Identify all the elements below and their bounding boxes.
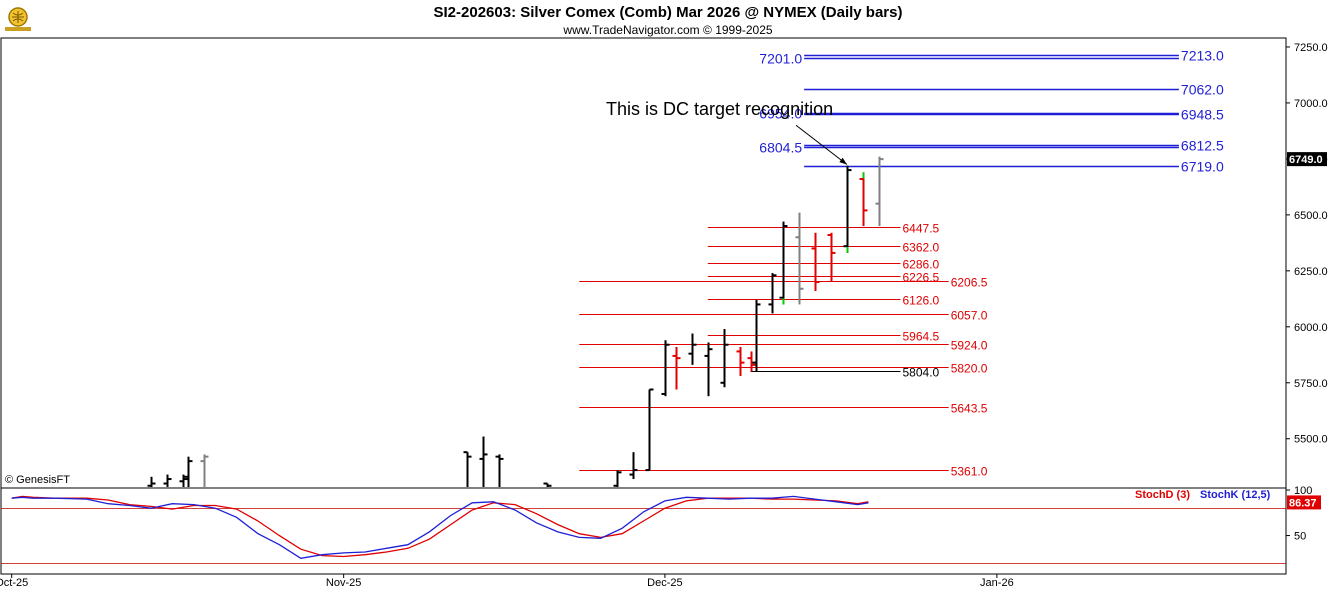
level-label: 7213.0 [1181,48,1224,64]
annotation: This is DC target recognition [606,99,848,165]
stochk-line [11,495,869,559]
ohlc-bar [811,232,820,291]
last-price-box [1287,152,1327,167]
annotation-text: This is DC target recognition [606,99,833,119]
stoch-pane [0,487,1287,575]
ohlc-bar [672,346,681,390]
stoch-last-box [1287,495,1321,510]
level-label: 6447.5 [903,222,940,236]
ohlc-bar [543,482,552,487]
stoch-axis: 100 50 86.37 [1286,485,1321,543]
level-label: 6812.5 [1181,138,1224,154]
level-label: 5820.0 [951,362,988,376]
level-label: 6126.0 [903,294,940,308]
level-label: 5924.0 [951,339,988,353]
level-label: 7201.0 [759,51,802,67]
ohlc-bar [613,470,622,487]
level-label: 5643.5 [951,402,988,416]
chart-title: SI2-202603: Silver Comex (Comb) Mar 2026… [434,4,903,21]
y-tick-label: 5500.0 [1294,434,1328,446]
level-label: 6804.5 [759,140,802,156]
logo-icon [5,7,31,31]
genesis-watermark: © GenesisFT [5,474,70,486]
legend-stochd: StochD (3) [1135,489,1190,501]
level-label: 7062.0 [1181,82,1224,98]
ohlc-bar [704,342,713,397]
stoch-tick-label: 50 [1294,531,1306,543]
stoch-lines [11,495,869,559]
ohlc-bar [736,346,745,377]
ohlc-bar [752,299,761,372]
level-label: 6719.0 [1181,159,1224,175]
y-tick-label: 6000.0 [1294,322,1328,334]
ohlc-bar [463,451,472,487]
ohlc-bar [495,454,504,487]
ohlc-bar [645,388,654,472]
level-label: 6057.0 [951,309,988,323]
last-price-label: 6749.0 [1289,154,1323,166]
ohlc-bar [179,474,188,487]
y-tick-label: 6500.0 [1294,210,1328,222]
y-tick-label: 7000.0 [1294,98,1328,110]
ohlc-bar [795,212,804,305]
y-tick-label: 6250.0 [1294,266,1328,278]
ohlc-bar [147,476,156,487]
ohlc-bar [479,436,488,487]
ohlc-bar [768,273,777,314]
price-axis: 7250.07000.06750.06500.06250.06000.05750… [1286,42,1328,446]
level-label: 5804.0 [903,366,940,380]
date-axis: Oct-25 Nov-25 Dec-25 Jan-26 [0,574,1014,589]
level-label: 6362.0 [903,241,940,255]
ohlc-bar [827,232,836,283]
x-tick-label: Oct-25 [0,577,28,589]
chart-subtitle: www.TradeNavigator.com © 1999-2025 [562,23,772,37]
level-label: 6286.0 [903,258,940,272]
level-label: 6948.5 [1181,107,1224,123]
ohlc-bar [875,156,884,227]
price-bars [147,156,884,487]
level-label: 6226.5 [903,271,940,285]
ohlc-bar [747,351,756,372]
x-tick-label: Dec-25 [647,577,682,589]
annotation-arrow [795,124,848,165]
ohlc-bar [779,221,788,305]
ohlc-bar [859,172,868,227]
ohlc-bar [688,333,697,365]
ohlc-bar [184,456,193,487]
level-label: 6954.0 [759,106,802,122]
stoch-tick-label: 100 [1294,485,1312,497]
ohlc-bar [629,452,638,480]
ohlc-bar [200,454,209,487]
level-label: 5361.0 [951,465,988,479]
y-tick-label: 5750.0 [1294,378,1328,390]
level-label: 5964.5 [903,330,940,344]
ohlc-bar [843,165,852,253]
stoch-last-label: 86.37 [1289,497,1317,509]
price-levels: 7201.0 7213.0 7062.0 6954.0 6948.5 6804.5 6812… [579,48,1224,479]
x-tick-label: Jan-26 [980,577,1014,589]
stochd-line [11,495,869,558]
ohlc-bar [163,474,172,487]
x-tick-label: Nov-25 [326,577,361,589]
annotation-arrowhead [839,157,847,165]
legend-stochk: StochK (12,5) [1200,489,1271,501]
y-tick-label: 7250.0 [1294,42,1328,54]
level-label: 6206.5 [951,276,988,290]
ohlc-bar [720,329,729,388]
ohlc-bar [661,340,670,397]
